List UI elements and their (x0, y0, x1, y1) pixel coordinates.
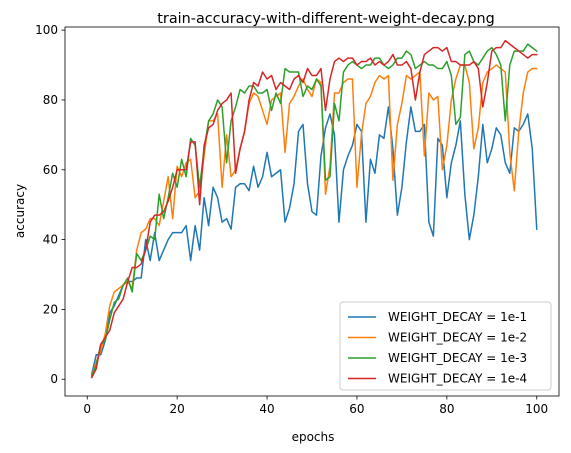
y-tick-label: 0 (50, 372, 58, 386)
legend-label-2: WEIGHT_DECAY = 1e-2 (388, 331, 527, 345)
chart-title: train-accuracy-with-different-weight-dec… (157, 11, 494, 27)
x-tick-label: 80 (439, 402, 454, 416)
series-line-4 (90, 39, 538, 379)
x-tick-label: 60 (349, 402, 364, 416)
axes-frame (64, 26, 560, 397)
x-axis-ticks: 0 20 40 60 80 100 (83, 396, 548, 416)
legend-label-4: WEIGHT_DECAY = 1e-4 (388, 372, 527, 386)
legend-label-1: WEIGHT_DECAY = 1e-1 (388, 310, 527, 324)
y-tick-label: 20 (43, 302, 58, 316)
series-line-1 (90, 106, 538, 375)
legend-label-3: WEIGHT_DECAY = 1e-3 (388, 351, 527, 365)
x-axis-label: epochs (292, 430, 335, 444)
x-tick-label: 20 (170, 402, 185, 416)
legend: WEIGHT_DECAY = 1e-1 WEIGHT_DECAY = 1e-2 WE… (339, 301, 552, 391)
legend-box (339, 301, 552, 391)
y-axis-label: accuracy (13, 184, 27, 238)
y-tick-label: 100 (35, 23, 58, 37)
y-tick-label: 80 (43, 93, 58, 107)
plot-area (64, 26, 560, 397)
y-axis-ticks: 0 20 40 60 80 100 (35, 23, 65, 386)
x-tick-label: 100 (525, 402, 548, 416)
y-tick-label: 40 (43, 233, 58, 247)
x-tick-label: 40 (259, 402, 274, 416)
x-tick-label: 0 (83, 402, 91, 416)
y-tick-label: 60 (43, 163, 58, 177)
